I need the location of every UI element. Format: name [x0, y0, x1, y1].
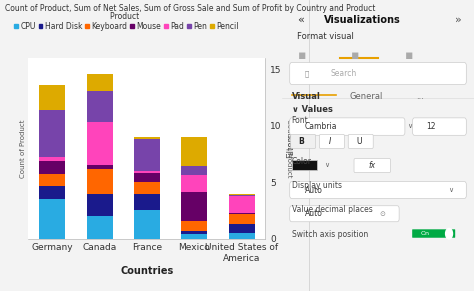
- FancyBboxPatch shape: [412, 118, 466, 135]
- FancyBboxPatch shape: [412, 229, 455, 238]
- Text: ...: ...: [416, 92, 424, 101]
- Text: ▪: ▪: [405, 49, 413, 63]
- Bar: [134, 173, 160, 182]
- Text: Cambria: Cambria: [305, 122, 337, 130]
- Text: Display units: Display units: [292, 181, 342, 190]
- Bar: [134, 137, 160, 139]
- Bar: [134, 182, 160, 194]
- Bar: [39, 85, 65, 110]
- Text: 🔍: 🔍: [305, 70, 310, 77]
- Text: Color: Color: [292, 157, 311, 166]
- FancyBboxPatch shape: [290, 206, 399, 222]
- Bar: [181, 192, 207, 221]
- Circle shape: [446, 228, 453, 239]
- Text: ▪: ▪: [297, 49, 306, 63]
- Text: Font: Font: [292, 116, 309, 125]
- Text: fx: fx: [369, 161, 376, 170]
- Bar: [228, 224, 255, 233]
- Bar: [134, 210, 160, 239]
- Bar: [134, 194, 160, 210]
- Text: B: B: [298, 137, 304, 146]
- Bar: [228, 194, 255, 195]
- FancyBboxPatch shape: [291, 134, 316, 148]
- Bar: [39, 174, 65, 186]
- Text: Visual: Visual: [292, 92, 320, 101]
- Bar: [181, 137, 207, 166]
- Text: Auto: Auto: [305, 209, 323, 218]
- Bar: [87, 169, 113, 194]
- Bar: [228, 196, 255, 213]
- Text: Auto: Auto: [305, 186, 323, 194]
- Text: »: »: [455, 15, 462, 24]
- Text: I: I: [329, 137, 331, 146]
- Bar: [181, 175, 207, 192]
- Bar: [181, 166, 207, 175]
- Text: ∨: ∨: [448, 187, 454, 193]
- Text: ⊙: ⊙: [379, 211, 385, 217]
- Text: General: General: [349, 92, 383, 101]
- Bar: [134, 139, 160, 171]
- Bar: [292, 160, 317, 170]
- Bar: [181, 221, 207, 231]
- Text: Count of Product, Sum of Net Sales, Sum of Gross Sale and Sum of Profit by Count: Count of Product, Sum of Net Sales, Sum …: [5, 4, 375, 13]
- Text: ∨: ∨: [407, 123, 412, 129]
- Text: ∨ Values: ∨ Values: [292, 105, 332, 114]
- Legend: CPU, Hard Disk, Keyboard, Mouse, Pad, Pen, Pencil: CPU, Hard Disk, Keyboard, Mouse, Pad, Pe…: [13, 12, 240, 32]
- Bar: [87, 165, 113, 169]
- Text: Switch axis position: Switch axis position: [292, 230, 368, 239]
- Bar: [87, 91, 113, 123]
- Bar: [228, 213, 255, 214]
- Y-axis label: Count of Product: Count of Product: [19, 119, 26, 178]
- Bar: [228, 195, 255, 196]
- Text: Filters: Filters: [286, 133, 295, 158]
- X-axis label: Countries: Countries: [120, 266, 173, 276]
- Bar: [87, 74, 113, 91]
- Bar: [39, 161, 65, 174]
- Text: U: U: [356, 137, 362, 146]
- Bar: [39, 199, 65, 239]
- Bar: [39, 157, 65, 161]
- FancyBboxPatch shape: [354, 159, 391, 173]
- Text: «: «: [297, 15, 304, 24]
- Bar: [87, 194, 113, 216]
- Text: Format visual: Format visual: [297, 32, 354, 41]
- Bar: [87, 123, 113, 165]
- Text: On: On: [420, 231, 429, 236]
- Bar: [134, 171, 160, 173]
- Bar: [87, 216, 113, 239]
- Bar: [228, 214, 255, 224]
- FancyBboxPatch shape: [290, 118, 405, 135]
- FancyBboxPatch shape: [319, 134, 345, 148]
- Text: ▪: ▪: [351, 49, 360, 63]
- Bar: [39, 186, 65, 199]
- Bar: [181, 234, 207, 239]
- Bar: [228, 233, 255, 239]
- Bar: [39, 110, 65, 157]
- Bar: [181, 231, 207, 234]
- Text: Visualizations: Visualizations: [324, 15, 401, 24]
- FancyBboxPatch shape: [348, 134, 373, 148]
- Text: 12: 12: [426, 122, 436, 130]
- FancyBboxPatch shape: [290, 182, 466, 198]
- Text: Value decimal places: Value decimal places: [292, 205, 373, 214]
- Text: ∨: ∨: [324, 162, 329, 168]
- FancyBboxPatch shape: [290, 63, 466, 84]
- Text: Search: Search: [330, 69, 356, 78]
- Y-axis label: Count of Product: Count of Product: [286, 119, 292, 178]
